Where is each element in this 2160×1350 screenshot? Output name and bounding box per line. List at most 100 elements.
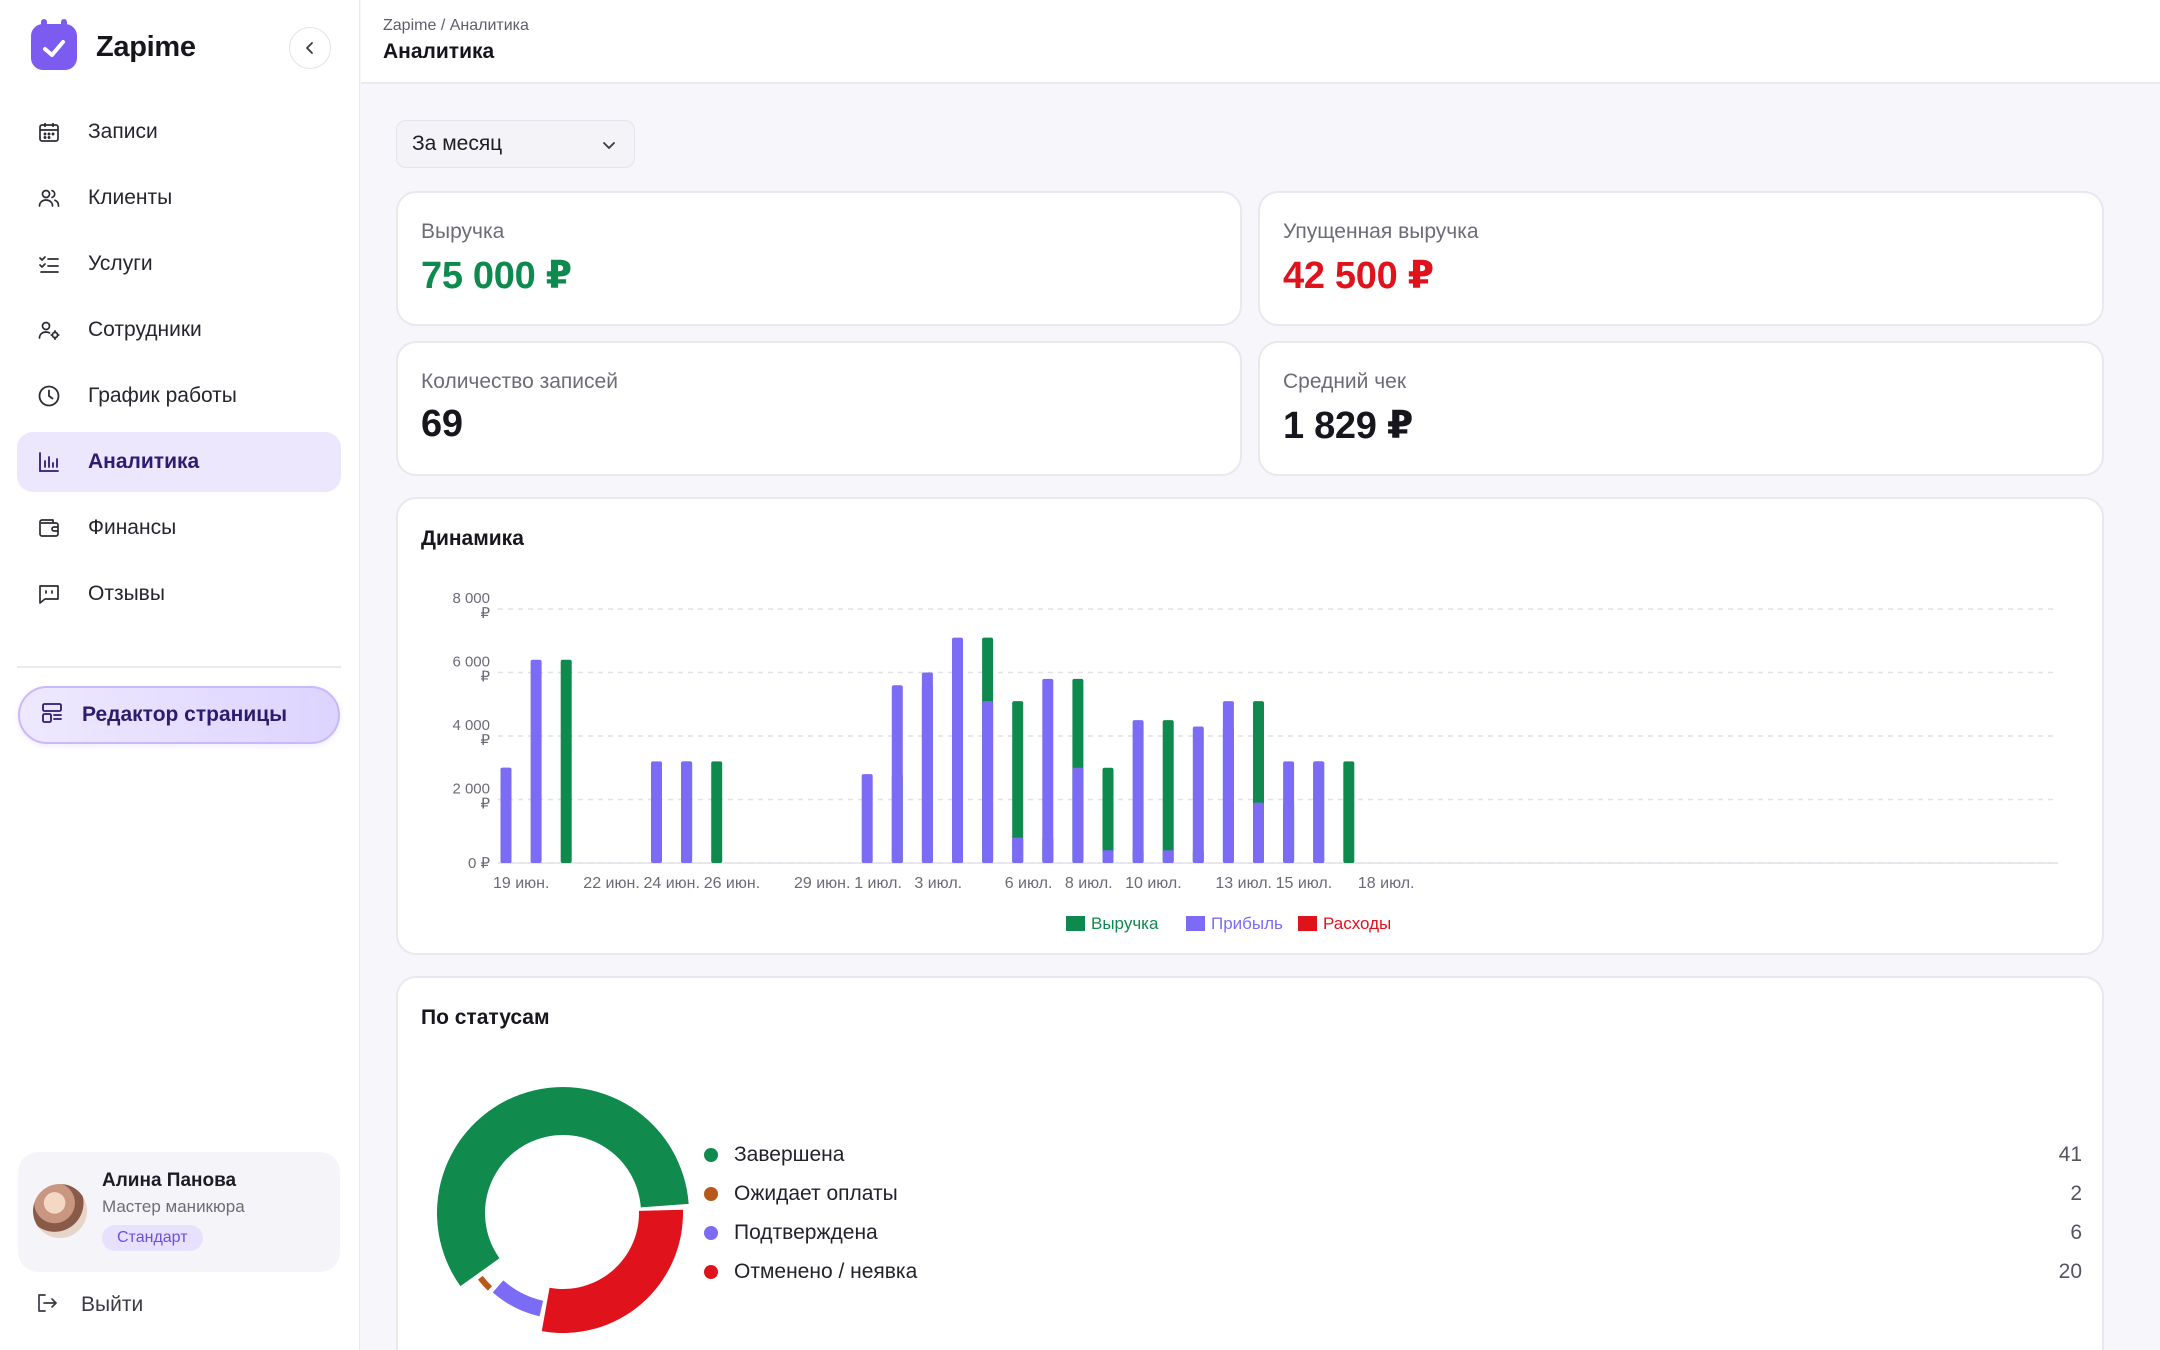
bar-profit[interactable] [530,659,542,863]
bar-revenue[interactable] [560,659,572,863]
page-editor-button[interactable]: Редактор страницы [18,686,340,744]
breadcrumb-root-link[interactable]: Zapime [383,17,437,34]
x-tick-label: 26 июн. [704,875,760,892]
bar-profit[interactable] [1283,761,1295,863]
bar-profit[interactable] [1042,678,1054,863]
calendar-icon [35,118,63,146]
calendar-check-logo-icon [31,19,77,70]
statuses-card: По статусам Завершена 41 Ожидает оплаты 2 По… [396,976,2104,1350]
sidebar-item-label: Сотрудники [88,318,202,341]
period-select-value: За месяц [412,132,503,155]
kpi-revenue-label: Выручка [421,220,505,243]
sidebar-item-finance[interactable]: Финансы [17,498,341,558]
x-tick-label: 29 июн. [794,875,850,892]
sidebar-item-label: Аналитика [88,450,200,473]
bar-profit[interactable] [891,685,903,863]
status-row[interactable]: Ожидает оплаты 2 [704,1179,2082,1209]
bar-profit[interactable] [982,701,994,863]
brand[interactable]: Zapime [31,19,196,70]
kpi-appointments-card: Количество записей 69 [396,341,1242,476]
status-count: 6 [2070,1221,2082,1244]
kpi-appointments-value: 69 [421,403,463,445]
bar-profit[interactable] [1072,767,1084,863]
bar-profit[interactable] [1012,837,1024,863]
sidebar-item-label: Отзывы [88,582,165,605]
bar-revenue[interactable] [1162,720,1174,863]
bar-profit[interactable] [500,767,512,863]
sidebar-item-schedule[interactable]: График работы [17,366,341,426]
donut-slice[interactable] [437,1087,689,1287]
status-label: Завершена [734,1143,845,1166]
legend-label: Прибыль [1211,914,1283,933]
kpi-average-check-value: 1 829 ₽ [1283,405,1413,447]
kpi-average-check-card: Средний чек 1 829 ₽ [1258,341,2104,476]
status-dot [704,1148,718,1162]
sidebar-item-analytics[interactable]: Аналитика [17,432,341,492]
kpi-lost-revenue-label: Упущенная выручка [1283,220,1479,243]
bar-revenue[interactable] [1012,701,1024,863]
logout-button[interactable]: Выйти [35,1290,143,1320]
collapse-sidebar-button[interactable] [289,27,331,69]
clock-icon [35,382,63,410]
x-tick-label: 15 июл. [1276,875,1333,892]
sidebar-item-label: Финансы [88,516,177,539]
donut-slice[interactable] [477,1275,493,1291]
chevron-down-icon [603,142,615,149]
bar-profit[interactable] [681,761,693,863]
plan-badge: Стандарт [102,1225,203,1251]
user-settings-icon [35,316,63,344]
x-tick-label: 13 июл. [1215,875,1272,892]
bar-revenue[interactable] [711,761,723,863]
sidebar-item-appointments[interactable]: Записи [17,102,341,162]
bar-profit[interactable] [861,774,873,863]
status-dot [704,1187,718,1201]
dynamics-card: Динамика 0 ₽ 2 000 ₽ 4 000 ₽ 6 000 ₽ 8 000 ₽ 19 и… [396,497,2104,955]
period-select[interactable]: За месяц [396,120,635,168]
page-title: Аналитика [383,40,495,63]
status-count: 20 [2058,1260,2082,1283]
bar-revenue[interactable] [1343,761,1355,863]
sidebar-item-services[interactable]: Услуги [17,234,341,294]
avatar [33,1184,87,1238]
chevron-left-icon [306,42,313,54]
kpi-lost-revenue-card: Упущенная выручка 42 500 ₽ [1258,191,2104,326]
sidebar-item-reviews[interactable]: Отзывы [17,564,341,624]
brand-name: Zapime [96,30,196,63]
kpi-revenue-value: 75 000 ₽ [421,255,572,297]
layout-icon [40,701,64,730]
bar-revenue[interactable] [1102,767,1114,863]
x-tick-label: 22 июн. [583,875,639,892]
y-tick-label: 0 ₽ [468,855,491,872]
donut-slice[interactable] [492,1280,544,1317]
bar-profit[interactable] [1313,761,1325,863]
status-row[interactable]: Подтверждена 6 [704,1218,2082,1248]
legend-item[interactable]: Прибыль [1186,914,1283,933]
bar-profit[interactable] [1162,850,1174,863]
message-icon [35,580,63,608]
legend-swatch [1186,916,1205,931]
bar-profit[interactable] [1132,720,1144,863]
legend-label: Расходы [1323,914,1391,933]
status-label: Ожидает оплаты [734,1182,898,1205]
bar-profit[interactable] [1222,701,1234,863]
bar-profit[interactable] [921,672,933,864]
bar-profit[interactable] [1253,802,1264,863]
status-row[interactable]: Отменено / неявка 20 [704,1257,2082,1287]
bar-profit[interactable] [1192,726,1204,863]
legend-item[interactable]: Расходы [1298,914,1391,933]
donut-slice[interactable] [541,1209,683,1333]
legend-label: Выручка [1091,914,1159,933]
sidebar-item-staff[interactable]: Сотрудники [17,300,341,360]
sidebar-item-clients[interactable]: Клиенты [17,168,341,228]
sidebar-divider [17,666,341,668]
profile-card[interactable]: Алина Панова Мастер маникюра Стандарт [18,1152,340,1272]
bar-profit[interactable] [1102,850,1114,863]
status-row[interactable]: Завершена 41 [704,1140,2082,1170]
bar-profit[interactable] [651,761,662,863]
status-count: 41 [2058,1143,2082,1166]
breadcrumb-separator: / [440,17,446,34]
bar-profit[interactable] [952,637,963,863]
x-tick-label: 3 июл. [914,875,962,892]
legend-item[interactable]: Выручка [1066,914,1159,933]
dynamics-title: Динамика [421,527,524,550]
